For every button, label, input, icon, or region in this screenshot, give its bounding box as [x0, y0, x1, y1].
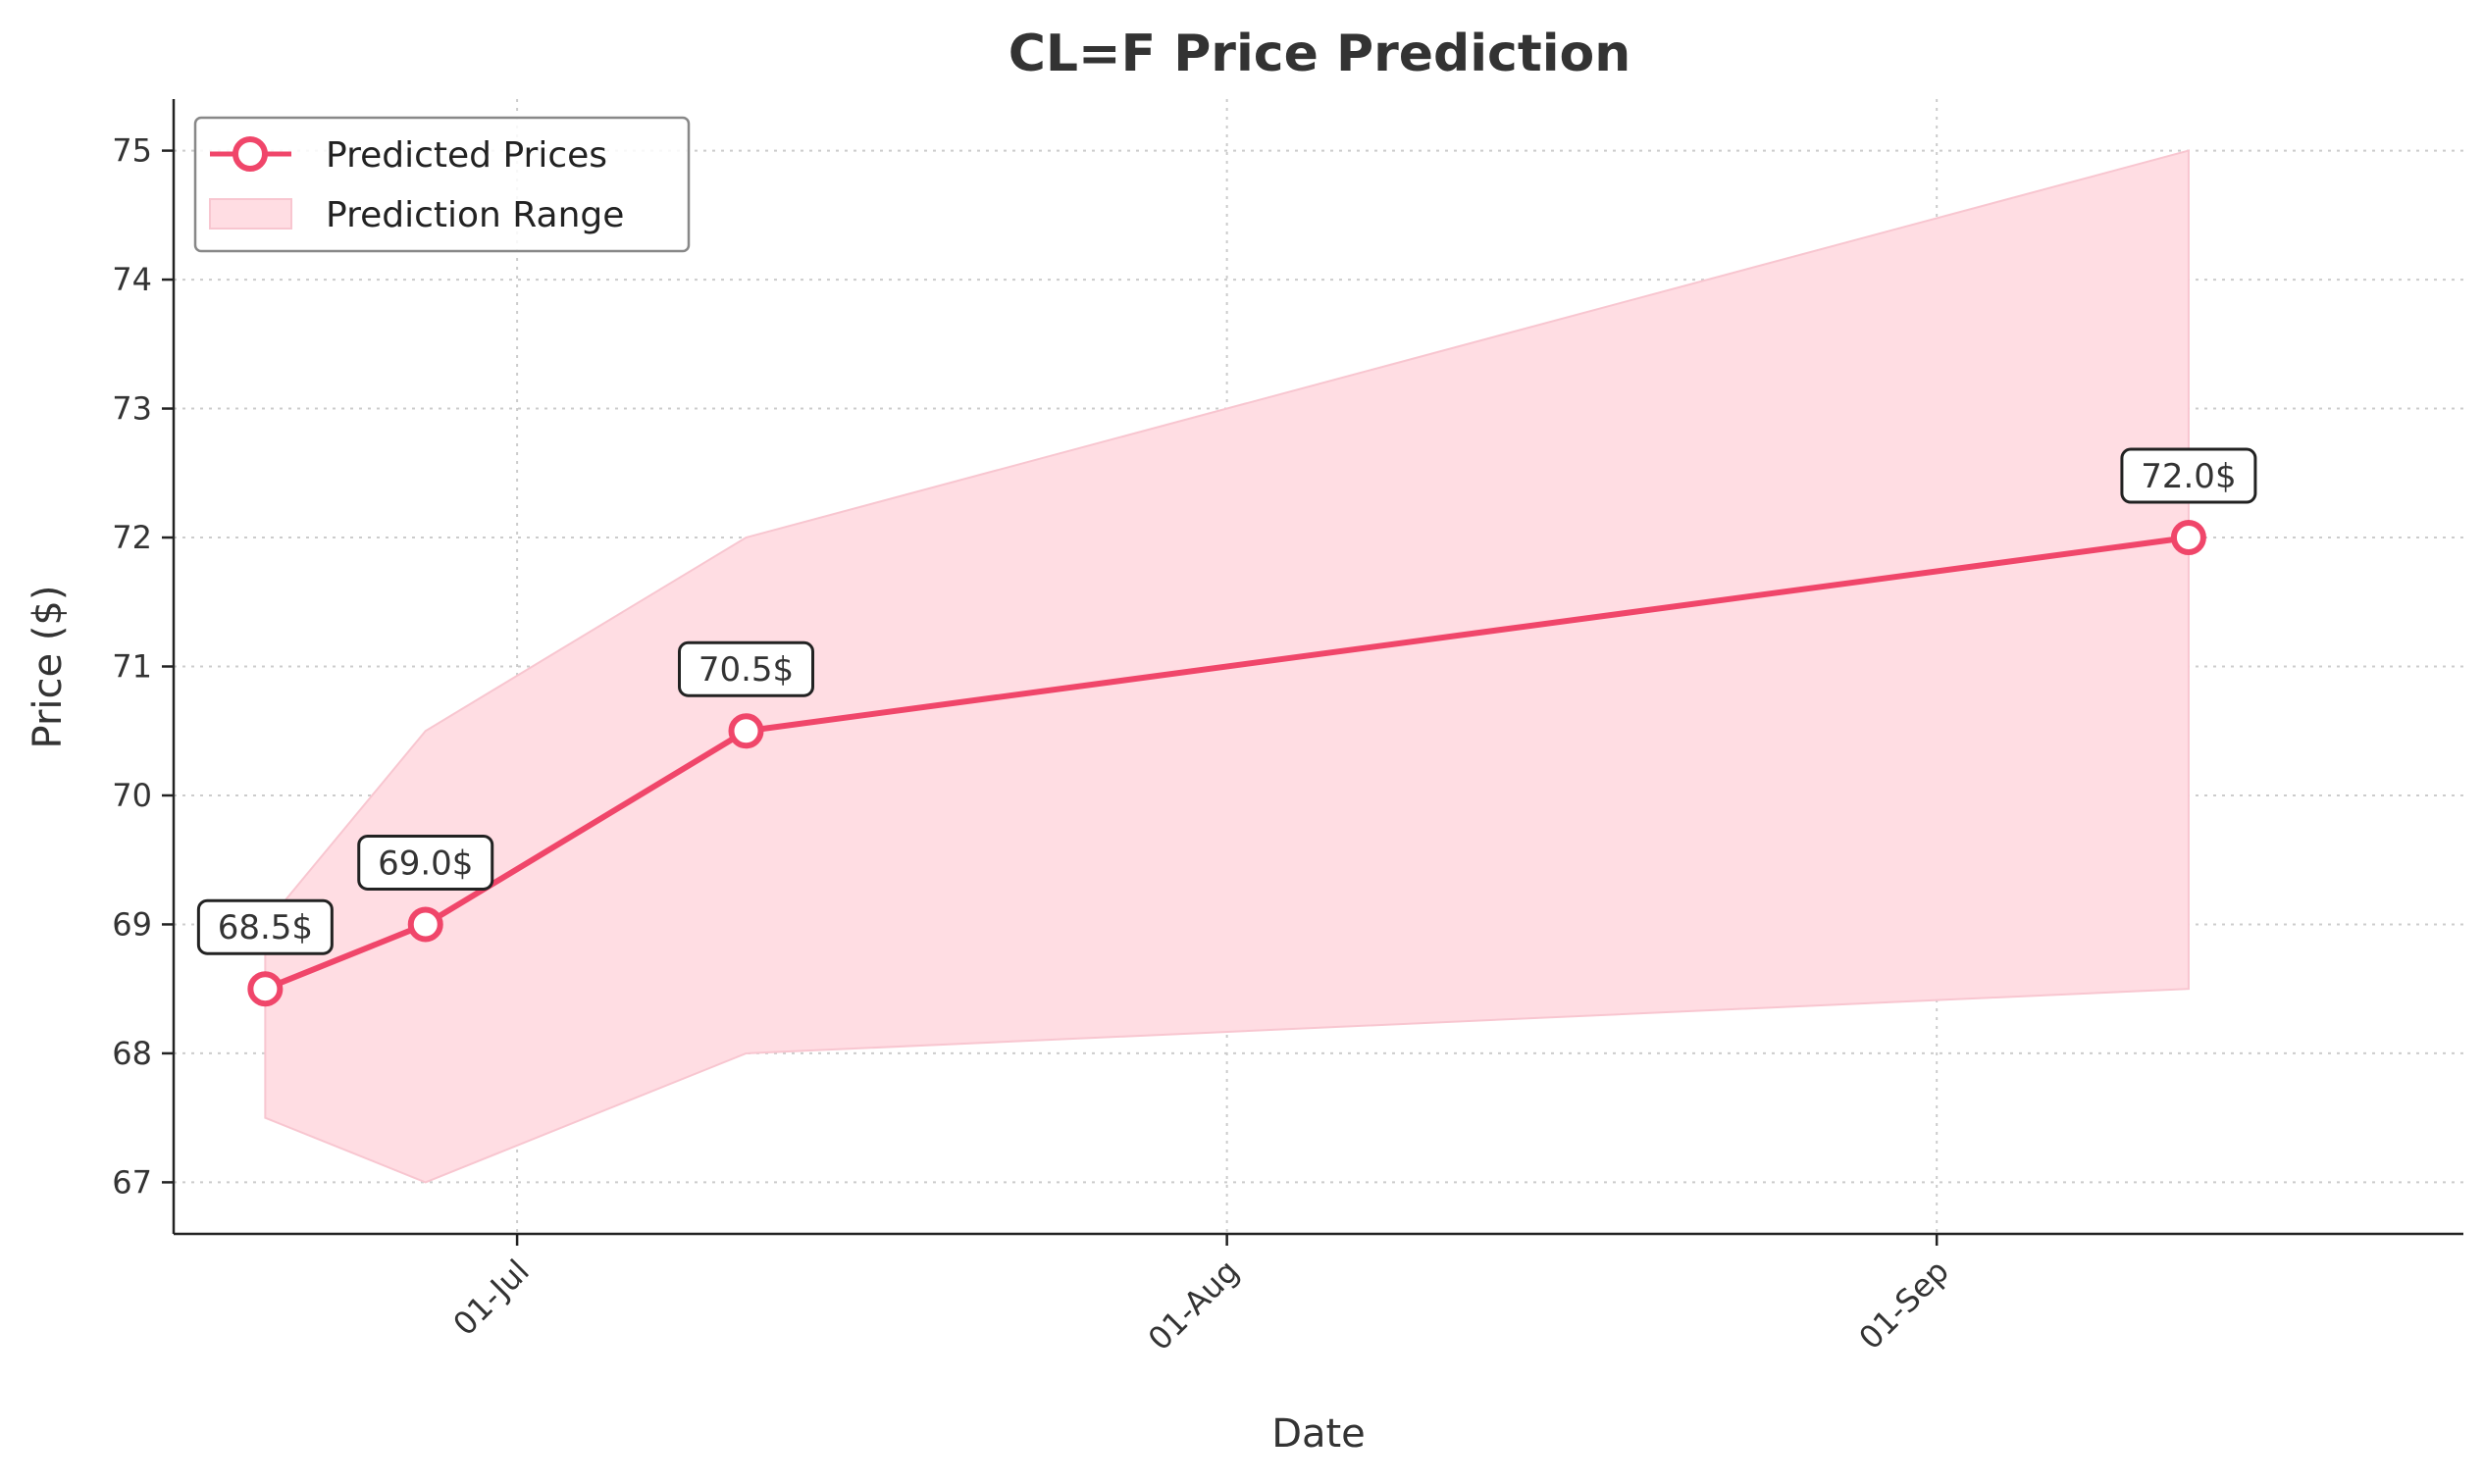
y-axis-label: Price ($)	[26, 586, 71, 749]
predicted-price-point	[247, 971, 284, 1007]
predicted-price-point	[407, 906, 443, 943]
predicted-price-point	[728, 713, 764, 749]
legend-box	[193, 116, 691, 253]
predicted-prices-line-layer	[264, 535, 2190, 992]
legend: Predicted Prices Prediction Range	[193, 116, 691, 253]
y-tick-label: 75	[112, 132, 152, 170]
legend-area-swatch	[209, 198, 292, 230]
price-annotations: 68.5$ 69.0$ 70.5$ 72.0$	[196, 447, 2257, 955]
y-ticks: 67 68 69 70 71 72 73 74 75	[112, 132, 174, 1201]
legend-marker-swatch	[233, 136, 268, 172]
y-tick-label: 71	[112, 648, 152, 686]
y-tick-label: 74	[112, 261, 152, 298]
predicted-prices-line	[264, 535, 2190, 992]
price-annotation-label: 72.0$	[2141, 457, 2236, 496]
y-tick-label: 72	[112, 519, 152, 556]
y-tick-label: 69	[112, 905, 152, 943]
y-tick-label: 73	[112, 390, 152, 428]
price-annotation-box	[678, 640, 814, 697]
y-tick-label: 67	[112, 1163, 152, 1201]
predicted-price-point	[2170, 520, 2206, 556]
predicted-prices-markers	[247, 520, 2206, 1007]
legend-label-prediction-range: Prediction Range	[326, 195, 624, 235]
price-annotation-box	[196, 898, 334, 955]
price-annotation-box	[2120, 447, 2257, 504]
x-axis-label: Date	[1271, 1411, 1366, 1457]
chart-title: CL=F Price Prediction	[1009, 25, 1631, 83]
price-annotation-box	[357, 834, 494, 891]
price-annotation-label: 69.0$	[378, 844, 473, 883]
y-tick-label: 70	[112, 777, 152, 814]
legend-label-predicted-prices: Predicted Prices	[326, 135, 607, 176]
price-annotation-label: 70.5$	[698, 650, 794, 690]
price-annotation-label: 68.5$	[218, 908, 313, 947]
y-tick-label: 68	[112, 1035, 152, 1072]
